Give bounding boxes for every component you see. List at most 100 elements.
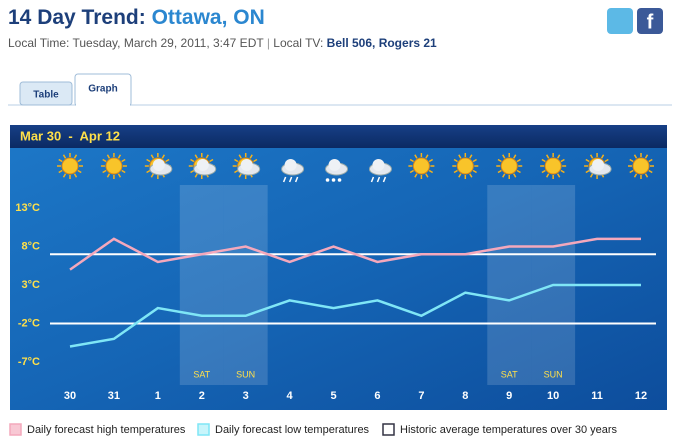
chart-title: Mar 30 - Apr 12 bbox=[20, 128, 120, 143]
snow-flake bbox=[337, 178, 342, 182]
sun-ray bbox=[600, 154, 605, 159]
sun-ray bbox=[117, 154, 122, 159]
sun-ray bbox=[414, 154, 418, 159]
sun-ray bbox=[502, 154, 506, 159]
rain-drop bbox=[382, 176, 387, 183]
sun-ray bbox=[146, 169, 151, 174]
rain-drop bbox=[288, 176, 293, 183]
sun-ray bbox=[453, 158, 458, 163]
sun-ray bbox=[102, 158, 107, 163]
cloud bbox=[592, 159, 605, 171]
day-label: SUN bbox=[544, 369, 563, 379]
legend: Daily forecast high temperatures Daily fo… bbox=[9, 423, 618, 436]
sun-ray bbox=[190, 169, 195, 174]
sun-ray bbox=[469, 154, 473, 159]
cloud bbox=[372, 159, 385, 171]
sun-ray bbox=[238, 154, 242, 159]
sun-ray bbox=[629, 169, 634, 174]
sun-ray bbox=[77, 169, 82, 174]
sun-ray bbox=[513, 173, 517, 178]
tab-table[interactable] bbox=[19, 81, 73, 106]
sun bbox=[412, 157, 430, 175]
sun-ray bbox=[428, 169, 434, 174]
day-label: SUN bbox=[236, 369, 255, 379]
x-tick-label: 12 bbox=[635, 390, 647, 402]
legend-label: Daily forecast high temperatures bbox=[27, 424, 186, 436]
sun-ray bbox=[425, 154, 429, 159]
x-tick-label: 6 bbox=[374, 390, 380, 402]
sun bbox=[500, 157, 518, 175]
sun bbox=[105, 157, 123, 175]
sun-ray bbox=[150, 154, 154, 159]
facebook-icon[interactable] bbox=[637, 8, 663, 34]
tab-label: Graph bbox=[88, 84, 117, 95]
sun-ray bbox=[560, 169, 565, 174]
sun-ray bbox=[458, 173, 462, 178]
sun-ray bbox=[585, 169, 590, 174]
sun-ray bbox=[560, 158, 565, 163]
sun-ray bbox=[589, 173, 594, 178]
rain-drop bbox=[294, 176, 299, 183]
day-label: SAT bbox=[193, 369, 210, 379]
cloud bbox=[196, 159, 209, 171]
tab-label: Table bbox=[33, 90, 59, 101]
title: 14 Day Trend: bbox=[8, 6, 146, 29]
sun-ray bbox=[62, 154, 67, 159]
sun bbox=[61, 157, 79, 175]
sun-ray bbox=[458, 154, 462, 159]
local-time: Local Time: Tuesday, March 29, 2011, 3:4… bbox=[8, 36, 264, 50]
sun-ray bbox=[409, 158, 414, 163]
snow-flake bbox=[325, 178, 330, 182]
day-label: SAT bbox=[501, 369, 518, 379]
sun-ray bbox=[209, 158, 214, 163]
sun-ray bbox=[541, 158, 546, 163]
sun-ray bbox=[502, 173, 506, 178]
sun-ray bbox=[249, 154, 253, 159]
rain-drop bbox=[370, 176, 375, 183]
separator: | bbox=[267, 36, 270, 50]
x-tick-label: 1 bbox=[155, 390, 161, 402]
location: Ottawa, ON bbox=[152, 6, 265, 29]
sun-ray bbox=[516, 158, 521, 163]
sun-ray bbox=[648, 169, 653, 174]
tv-value: Bell 506, Rogers 21 bbox=[327, 36, 437, 50]
sun-ray bbox=[546, 173, 550, 178]
twitter-icon[interactable] bbox=[607, 8, 633, 34]
sun-ray bbox=[106, 154, 111, 159]
sun-ray bbox=[453, 169, 458, 174]
x-tick-label: 2 bbox=[199, 390, 205, 402]
sun-ray bbox=[497, 169, 502, 174]
sun-ray bbox=[62, 173, 67, 178]
facebook-glyph: f bbox=[647, 11, 654, 33]
sun-ray bbox=[546, 154, 550, 159]
sun-ray bbox=[409, 169, 414, 174]
subtitle: Local Time: Tuesday, March 29, 2011, 3:4… bbox=[8, 36, 437, 50]
page-title: 14 Day Trend: Ottawa, ON bbox=[8, 6, 265, 29]
sun-ray bbox=[58, 158, 63, 163]
legend-swatch bbox=[382, 423, 395, 436]
y-tick-label: -7°C bbox=[18, 356, 40, 368]
sun-ray bbox=[633, 173, 638, 178]
sun-ray bbox=[414, 173, 418, 178]
weekend-shade bbox=[487, 185, 532, 385]
x-tick-label: 9 bbox=[506, 390, 512, 402]
x-tick-label: 5 bbox=[330, 390, 336, 402]
sun-ray bbox=[648, 158, 653, 163]
sun-ray bbox=[58, 169, 63, 174]
weekend-shade bbox=[179, 185, 224, 385]
sun-ray bbox=[117, 173, 122, 178]
cloud bbox=[240, 159, 253, 171]
sun-ray bbox=[469, 173, 473, 178]
cloud bbox=[152, 159, 165, 171]
x-tick-label: 4 bbox=[287, 390, 294, 402]
sun-ray bbox=[238, 173, 242, 178]
sun-ray bbox=[161, 154, 165, 159]
y-tick-label: -2°C bbox=[18, 317, 40, 329]
sun-ray bbox=[644, 154, 649, 159]
x-tick-label: 10 bbox=[547, 390, 559, 402]
sun-ray bbox=[194, 173, 198, 178]
sun-ray bbox=[73, 173, 78, 178]
sun-ray bbox=[425, 173, 429, 178]
